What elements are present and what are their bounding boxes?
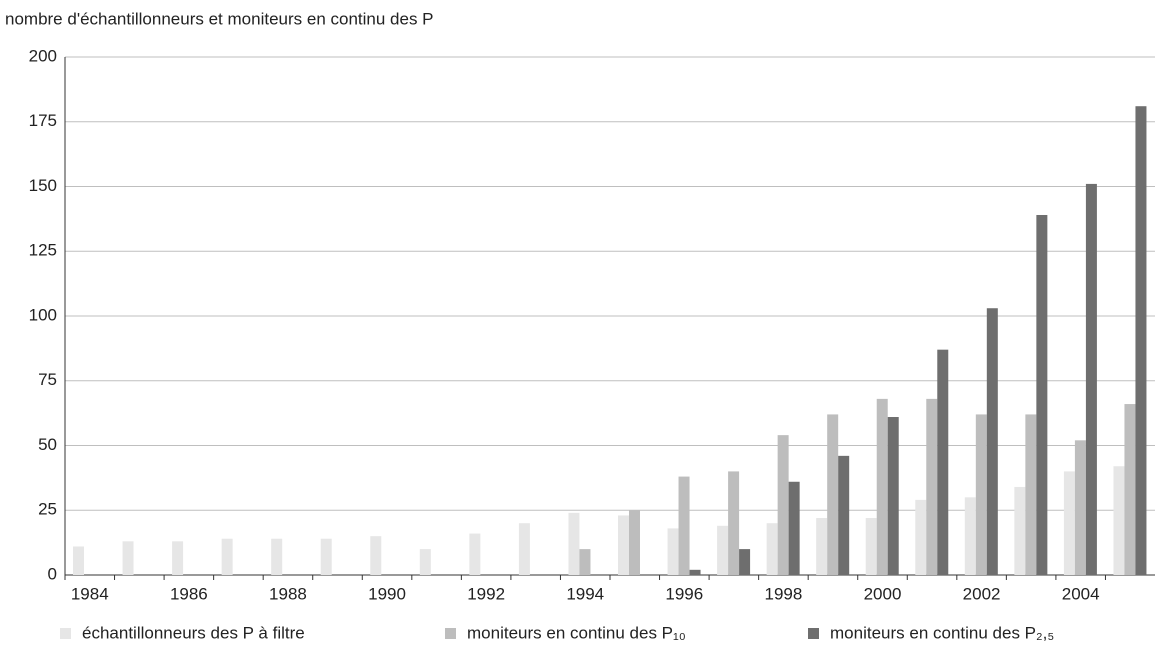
bar xyxy=(73,546,84,575)
bar xyxy=(1113,466,1125,575)
bar xyxy=(689,569,701,575)
y-tick-label: 0 xyxy=(48,564,57,583)
bar xyxy=(518,523,530,575)
bar xyxy=(629,510,640,575)
x-tick-label: 2004 xyxy=(1062,584,1100,603)
bar xyxy=(975,414,987,575)
bar xyxy=(678,476,690,575)
bar xyxy=(915,499,927,575)
bar xyxy=(739,549,751,575)
bar xyxy=(717,525,729,575)
bar xyxy=(964,497,976,575)
bar xyxy=(469,533,481,575)
bar xyxy=(419,549,431,575)
y-tick-label: 25 xyxy=(38,500,57,519)
x-tick-label: 1998 xyxy=(764,584,802,603)
bar xyxy=(865,518,877,575)
x-tick-label: 2000 xyxy=(864,584,902,603)
x-tick-label: 1986 xyxy=(170,584,208,603)
bar xyxy=(579,549,591,575)
y-tick-label: 50 xyxy=(38,435,57,454)
y-tick-label: 100 xyxy=(29,305,57,324)
x-tick-label: 2002 xyxy=(963,584,1001,603)
legend-swatch xyxy=(808,628,819,639)
bar xyxy=(1085,183,1097,575)
bar xyxy=(887,417,899,575)
y-tick-label: 150 xyxy=(29,176,57,195)
legend-label: échantillonneurs des P à filtre xyxy=(82,623,305,642)
bar xyxy=(728,471,740,575)
bar xyxy=(1074,440,1086,575)
bar xyxy=(937,349,949,575)
legend-swatch xyxy=(60,628,71,639)
bar xyxy=(122,541,134,575)
bar xyxy=(876,398,888,575)
bar xyxy=(1036,214,1048,576)
bar xyxy=(271,538,283,575)
bar xyxy=(221,538,233,575)
chart-title: nombre d'échantillonneurs et moniteurs e… xyxy=(5,9,434,28)
bar xyxy=(667,528,679,575)
bar xyxy=(1135,106,1147,576)
bar xyxy=(320,538,332,575)
y-tick-label: 200 xyxy=(29,46,57,65)
x-tick-label: 1988 xyxy=(269,584,307,603)
bar xyxy=(788,481,800,575)
bar xyxy=(766,523,778,575)
bar xyxy=(1025,414,1037,575)
bar xyxy=(1063,471,1075,575)
bar xyxy=(986,308,998,575)
x-tick-label: 1994 xyxy=(566,584,604,603)
bar xyxy=(1124,404,1136,575)
bar xyxy=(777,435,789,575)
y-tick-label: 125 xyxy=(29,241,57,260)
x-tick-label: 1996 xyxy=(665,584,703,603)
legend-label: moniteurs en continu des P₁₀ xyxy=(467,623,686,642)
bar xyxy=(827,414,839,575)
y-tick-label: 175 xyxy=(29,111,57,130)
bar xyxy=(1014,486,1026,575)
bar xyxy=(618,515,629,575)
x-tick-label: 1992 xyxy=(467,584,505,603)
legend-swatch xyxy=(445,628,456,639)
bar xyxy=(816,518,828,575)
x-tick-label: 1984 xyxy=(71,584,109,603)
bar xyxy=(926,398,938,575)
y-tick-label: 75 xyxy=(38,370,57,389)
legend-label: moniteurs en continu des P₂,₅ xyxy=(830,623,1054,642)
bar xyxy=(172,541,184,575)
bar xyxy=(370,536,382,575)
x-tick-label: 1990 xyxy=(368,584,406,603)
bar xyxy=(568,512,580,575)
bar xyxy=(838,455,850,575)
